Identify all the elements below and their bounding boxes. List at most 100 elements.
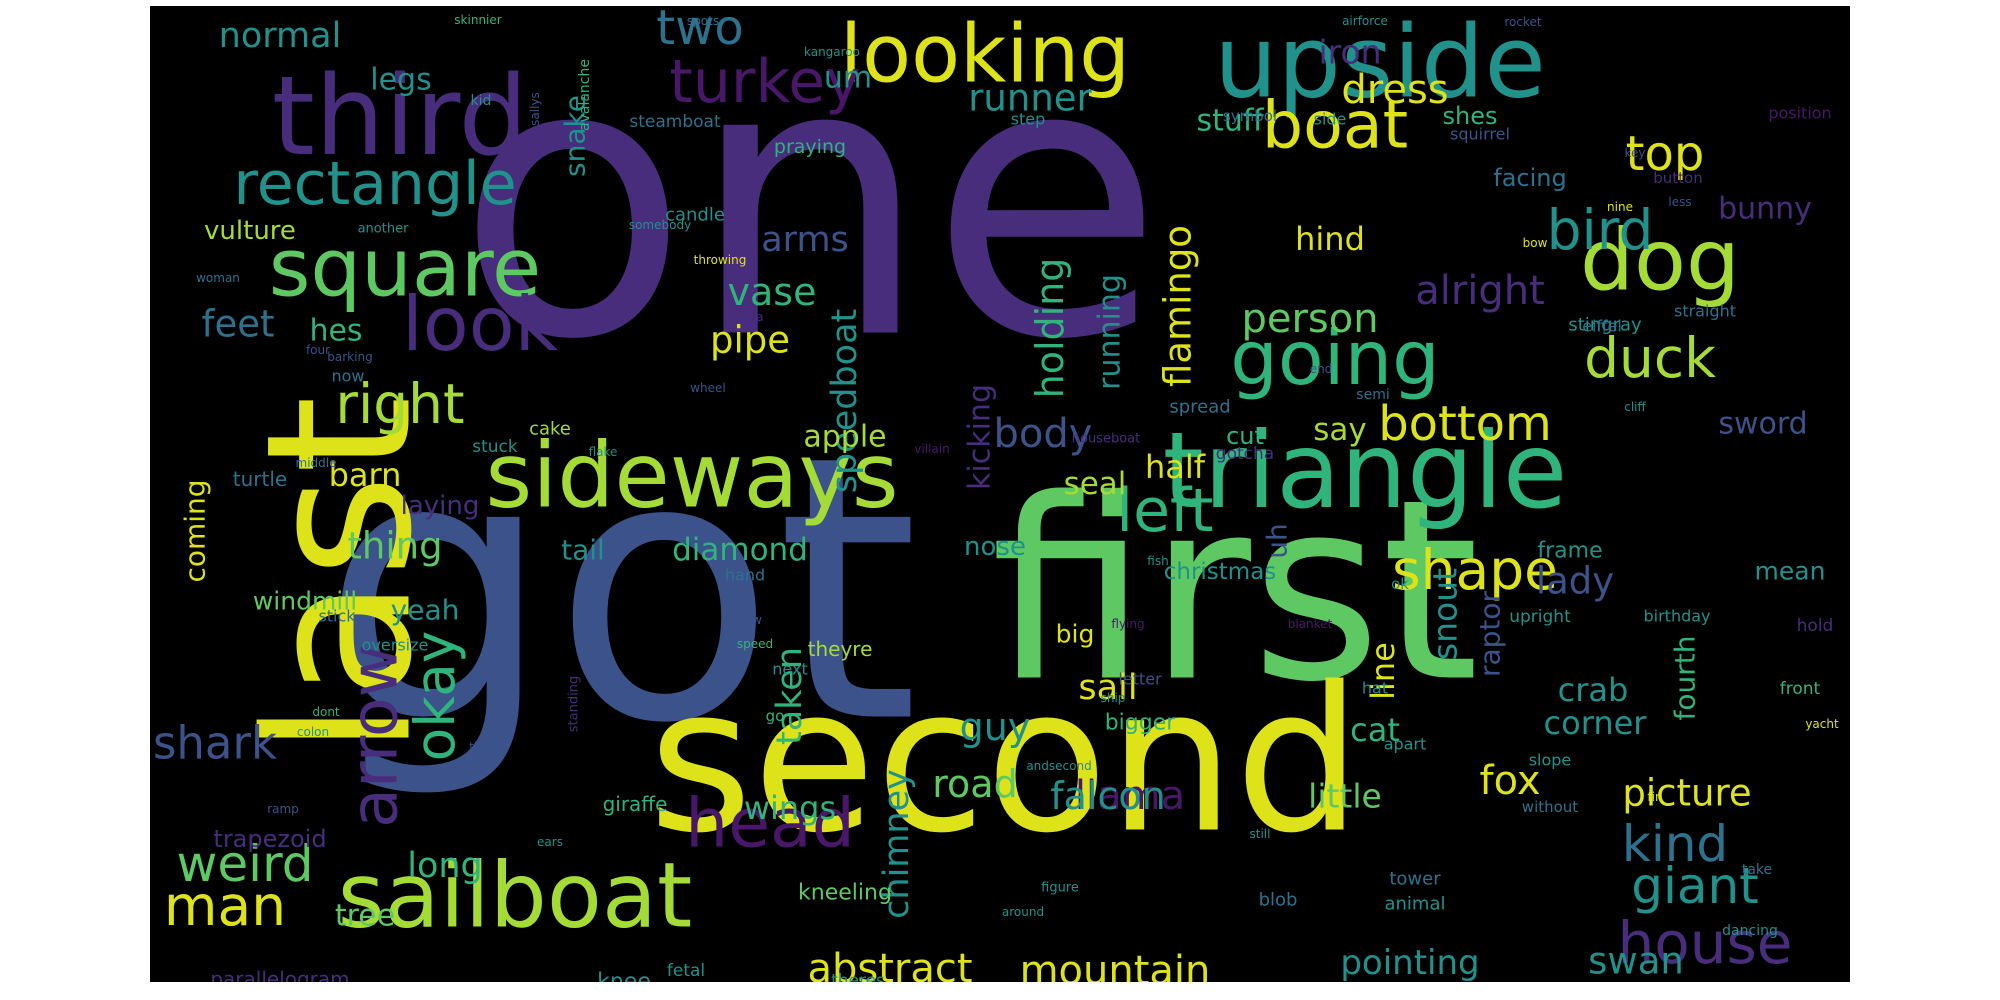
cloud-word-four: four: [306, 343, 330, 357]
cloud-word-thing: thing: [347, 525, 442, 568]
cloud-word-say: say: [1313, 412, 1367, 448]
cloud-word-yeah: yeah: [391, 594, 460, 627]
cloud-word-left: left: [1116, 476, 1213, 546]
cloud-word-snout: snout: [1426, 568, 1465, 660]
cloud-word-falcon: falcon: [1050, 774, 1165, 818]
cloud-word-cliff: cliff: [1624, 400, 1646, 414]
cloud-word-houseboat: houseboat: [1072, 432, 1140, 447]
cloud-word-middle: middle: [296, 456, 337, 470]
cloud-word-abstract: abstract: [807, 946, 972, 982]
cloud-word-pointing: pointing: [1340, 943, 1479, 982]
cloud-word-body: body: [994, 411, 1093, 457]
cloud-word-still: still: [1250, 827, 1271, 841]
cloud-word-another: another: [358, 222, 409, 237]
cloud-word-candle: candle: [665, 205, 725, 226]
cloud-word-second: second: [648, 645, 1361, 878]
cloud-word-one: one: [456, 6, 1163, 423]
cloud-word-nine: nine: [1607, 200, 1633, 214]
cloud-word-person: person: [1241, 296, 1378, 342]
cloud-word-ears: ears: [537, 835, 563, 849]
cloud-word-turtle: turtle: [233, 467, 287, 491]
cloud-word-rectangle: rectangle: [233, 149, 516, 219]
cloud-word-road: road: [932, 762, 1017, 806]
cloud-word-skinnier: skinnier: [454, 13, 501, 27]
cloud-word-eiffel: eiffel: [1582, 317, 1622, 336]
cloud-word-gotcha: gotcha: [1216, 444, 1274, 464]
cloud-word-hand: hand: [725, 566, 765, 585]
cloud-word-top: top: [1626, 126, 1705, 182]
cloud-word-running: running: [1093, 274, 1128, 390]
cloud-word-around: around: [1002, 905, 1044, 919]
cloud-word-stingray: stingray: [1568, 315, 1642, 336]
cloud-word-upright: upright: [1509, 607, 1571, 627]
cloud-word-runner: runner: [968, 77, 1092, 120]
cloud-word-praying: praying: [774, 136, 846, 158]
cloud-word-kid: kid: [471, 93, 492, 109]
cloud-word-laying: laying: [401, 491, 480, 521]
cloud-word-hold: hold: [1797, 616, 1834, 636]
cloud-word-holding: holding: [1028, 258, 1072, 399]
cloud-word-slope: slope: [1529, 751, 1572, 770]
cloud-word-villain: villain: [914, 442, 949, 456]
cloud-word-blob: blob: [1259, 890, 1298, 911]
cloud-word-take: take: [1742, 862, 1772, 878]
cloud-word-andsecond: andsecond: [1026, 759, 1091, 773]
cloud-word-first: first: [991, 446, 1480, 737]
cloud-word-man: man: [164, 874, 286, 938]
cloud-word-little: little: [1308, 777, 1382, 816]
cloud-word-tree: tree: [335, 899, 395, 934]
cloud-word-picture: picture: [1622, 772, 1751, 815]
cloud-word-sailboat: sailboat: [338, 844, 693, 949]
cloud-word-kneeling: kneeling: [798, 881, 892, 906]
cloud-word-third: third: [272, 52, 529, 180]
cloud-word-hat: hat: [1362, 679, 1388, 698]
cloud-word-two: two: [656, 6, 743, 56]
cloud-word-parallelogram: parallelogram: [210, 967, 349, 982]
cloud-word-big: big: [1056, 620, 1095, 649]
cloud-word-animal: animal: [1384, 894, 1445, 915]
cloud-word-seal: seal: [1064, 466, 1127, 502]
cloud-word-swan: swan: [1588, 940, 1684, 983]
cloud-word-head: head: [685, 785, 855, 864]
cloud-word-corner: corner: [1544, 704, 1648, 742]
cloud-word-facing: facing: [1493, 164, 1566, 192]
cloud-word-kangaroo: kangaroo: [804, 45, 860, 59]
cloud-word-triangle: triangle: [1163, 410, 1568, 532]
cloud-word-sail: sail: [1078, 668, 1137, 708]
cloud-word-birthday: birthday: [1643, 607, 1710, 626]
cloud-word-semi: semi: [1356, 387, 1389, 403]
cloud-word-fetal: fetal: [667, 961, 705, 981]
cloud-word-speed: speed: [737, 637, 773, 651]
cloud-word-spots: spots: [687, 14, 719, 28]
cloud-word-dancing: dancing: [1722, 923, 1778, 939]
cloud-word-three: three: [469, 740, 501, 754]
cloud-word-apart: apart: [1384, 735, 1427, 754]
cloud-word-tower: tower: [1389, 869, 1441, 890]
cloud-word-right: right: [335, 372, 464, 436]
cloud-word-chimney: chimney: [877, 769, 917, 919]
cloud-word-cut: cut: [1226, 422, 1264, 450]
cloud-word-barking: barking: [327, 350, 372, 364]
cloud-word-symbol: symbol: [1223, 107, 1277, 125]
cloud-word-stick: stick: [318, 607, 356, 626]
cloud-word-squirrel: squirrel: [1450, 125, 1510, 144]
cloud-word-feet: feet: [201, 303, 274, 346]
cloud-word-fourth: fourth: [1669, 636, 1702, 721]
cloud-word-looking: looking: [840, 8, 1130, 101]
cloud-word-position: position: [1768, 104, 1831, 123]
cloud-word-cat: cat: [1350, 711, 1400, 749]
cloud-word-somebody: somebody: [629, 218, 691, 232]
cloud-word-speedboat: speedboat: [825, 309, 865, 494]
cloud-word-fish: fish: [1147, 554, 1168, 568]
cloud-word-avalanche: avalanche: [577, 59, 593, 131]
cloud-word-wheel: wheel: [690, 381, 726, 395]
cloud-word-button: button: [1653, 169, 1702, 187]
cloud-word-going: going: [1230, 314, 1439, 402]
cloud-word-kinda: kinda: [731, 310, 764, 324]
cloud-word-kind: kind: [1622, 815, 1728, 873]
cloud-word-trapezoid: trapezoid: [213, 825, 326, 853]
cloud-word-throwing: throwing: [694, 253, 747, 267]
cloud-word-kicking: kicking: [963, 384, 998, 490]
cloud-word-sword: sword: [1718, 407, 1807, 442]
